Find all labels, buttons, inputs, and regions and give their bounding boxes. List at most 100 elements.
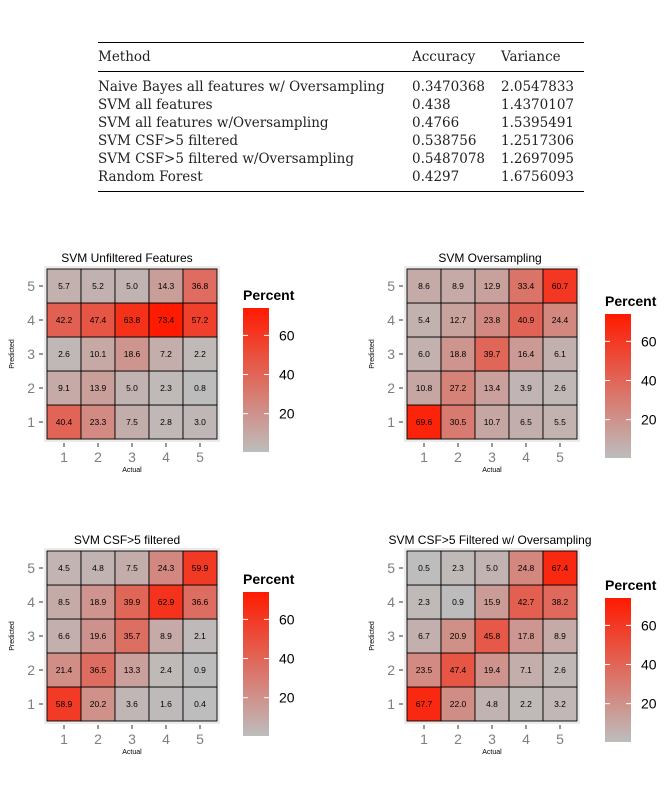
cell-value-label: 35.7 <box>124 631 141 641</box>
cell-value-label: 1.6 <box>160 699 172 709</box>
cell-value-label: 6.1 <box>554 349 566 359</box>
cell-value-label: 14.3 <box>158 281 175 291</box>
x-tick-label: 1 <box>420 731 428 747</box>
y-tick-label: 5 <box>27 560 35 576</box>
cell-value-label: 8.9 <box>554 631 566 641</box>
heatmap-cell <box>474 550 510 586</box>
table-row: Naive Bayes all features w/ Oversampling… <box>98 72 584 97</box>
x-axis-label: Actual <box>122 749 142 756</box>
heatmap-cell <box>114 584 150 620</box>
heatmap-cell <box>406 302 442 338</box>
header-method: Method <box>98 49 151 65</box>
heatmap-cell <box>80 268 116 304</box>
heatmap-cell <box>80 550 116 586</box>
cell-value-label: 39.7 <box>484 349 501 359</box>
y-tick-label: 2 <box>27 380 35 396</box>
cell-method: SVM CSF>5 filtered <box>98 133 239 149</box>
cell-value-label: 2.2 <box>520 699 532 709</box>
cell-value-label: 20.9 <box>450 631 467 641</box>
x-tick-label: 3 <box>128 449 136 465</box>
x-tick-label: 2 <box>454 731 462 747</box>
y-tick-label: 1 <box>387 696 395 712</box>
heatmap-cell <box>508 550 544 586</box>
heatmap-cell <box>474 686 510 722</box>
cell-value-label: 7.1 <box>520 665 532 675</box>
y-tick-label: 1 <box>27 414 35 430</box>
x-tick-label: 4 <box>162 731 170 747</box>
heatmap-cell <box>406 370 442 406</box>
cell-value-label: 21.4 <box>56 665 73 675</box>
legend-tick-label: 60 <box>641 617 657 633</box>
legend-tick-label: 20 <box>279 690 295 706</box>
chart-title: SVM Oversampling <box>438 251 541 265</box>
cell-value-label: 3.9 <box>520 383 532 393</box>
heatmap-cell <box>542 686 578 722</box>
y-tick-label: 1 <box>387 414 395 430</box>
heatmap-cell <box>440 302 476 338</box>
heatmap-cell <box>406 652 442 688</box>
cell-variance: 2.0547833 <box>501 79 575 95</box>
cell-value-label: 6.7 <box>418 631 430 641</box>
y-axis-label: Predicted <box>9 621 16 651</box>
x-tick-label: 4 <box>522 731 530 747</box>
heatmap-cell <box>542 652 578 688</box>
x-tick-label: 4 <box>522 449 530 465</box>
x-tick-label: 3 <box>128 731 136 747</box>
cell-variance: 1.4370107 <box>501 97 575 113</box>
cell-method: SVM all features <box>98 97 213 113</box>
y-tick-label: 3 <box>27 346 35 362</box>
heatmap-cell <box>148 618 184 654</box>
cell-value-label: 13.4 <box>484 383 501 393</box>
cell-value-label: 2.2 <box>194 349 206 359</box>
cell-value-label: 10.7 <box>484 417 501 427</box>
cell-value-label: 7.5 <box>126 417 138 427</box>
cell-variance: 1.2517306 <box>501 133 575 149</box>
heatmap-cell <box>542 302 578 338</box>
heatmap-cell <box>440 550 476 586</box>
heatmap-cell <box>80 336 116 372</box>
cell-value-label: 27.2 <box>450 383 467 393</box>
heatmap-cell <box>182 336 218 372</box>
y-tick-label: 4 <box>387 594 395 610</box>
heatmap-cell <box>508 268 544 304</box>
header-accuracy: Accuracy <box>412 49 476 65</box>
cell-method: Random Forest <box>98 169 203 185</box>
heatmap-cell <box>508 618 544 654</box>
cell-value-label: 2.6 <box>554 383 566 393</box>
cell-value-label: 36.6 <box>192 597 209 607</box>
x-tick-label: 5 <box>556 449 564 465</box>
cell-value-label: 42.7 <box>518 597 535 607</box>
y-tick-label: 5 <box>27 278 35 294</box>
legend-tick-label: 20 <box>641 412 657 428</box>
cell-value-label: 23.3 <box>90 417 107 427</box>
heatmap-cell <box>46 618 82 654</box>
cell-value-label: 19.4 <box>484 665 501 675</box>
cell-value-label: 8.5 <box>58 597 70 607</box>
cell-value-label: 4.8 <box>486 699 498 709</box>
cell-accuracy: 0.438 <box>412 97 451 113</box>
legend-title: Percent <box>243 287 295 303</box>
cell-value-label: 3.6 <box>126 699 138 709</box>
heatmap-cell <box>148 336 184 372</box>
cell-value-label: 20.2 <box>90 699 107 709</box>
header-variance: Variance <box>501 49 561 65</box>
table-row: SVM CSF>5 filtered 0.538756 1.2517306 <box>98 132 584 150</box>
x-tick-label: 4 <box>162 449 170 465</box>
heatmap-cell <box>440 336 476 372</box>
heatmap-cell <box>440 584 476 620</box>
heatmap-cell <box>114 302 150 338</box>
cell-value-label: 2.3 <box>160 383 172 393</box>
heatmap-cell <box>148 302 184 338</box>
cell-value-label: 2.1 <box>194 631 206 641</box>
heatmap-cell <box>80 370 116 406</box>
cell-method: SVM CSF>5 filtered w/Oversampling <box>98 151 354 167</box>
cell-value-label: 10.1 <box>90 349 107 359</box>
chart-title: SVM CSF>5 Filtered w/ Oversampling <box>388 533 591 547</box>
cell-value-label: 6.6 <box>58 631 70 641</box>
cell-value-label: 8.6 <box>418 281 430 291</box>
y-tick-label: 4 <box>387 312 395 328</box>
y-tick-label: 3 <box>387 346 395 362</box>
x-tick-label: 1 <box>60 731 68 747</box>
heatmap-cell <box>148 550 184 586</box>
